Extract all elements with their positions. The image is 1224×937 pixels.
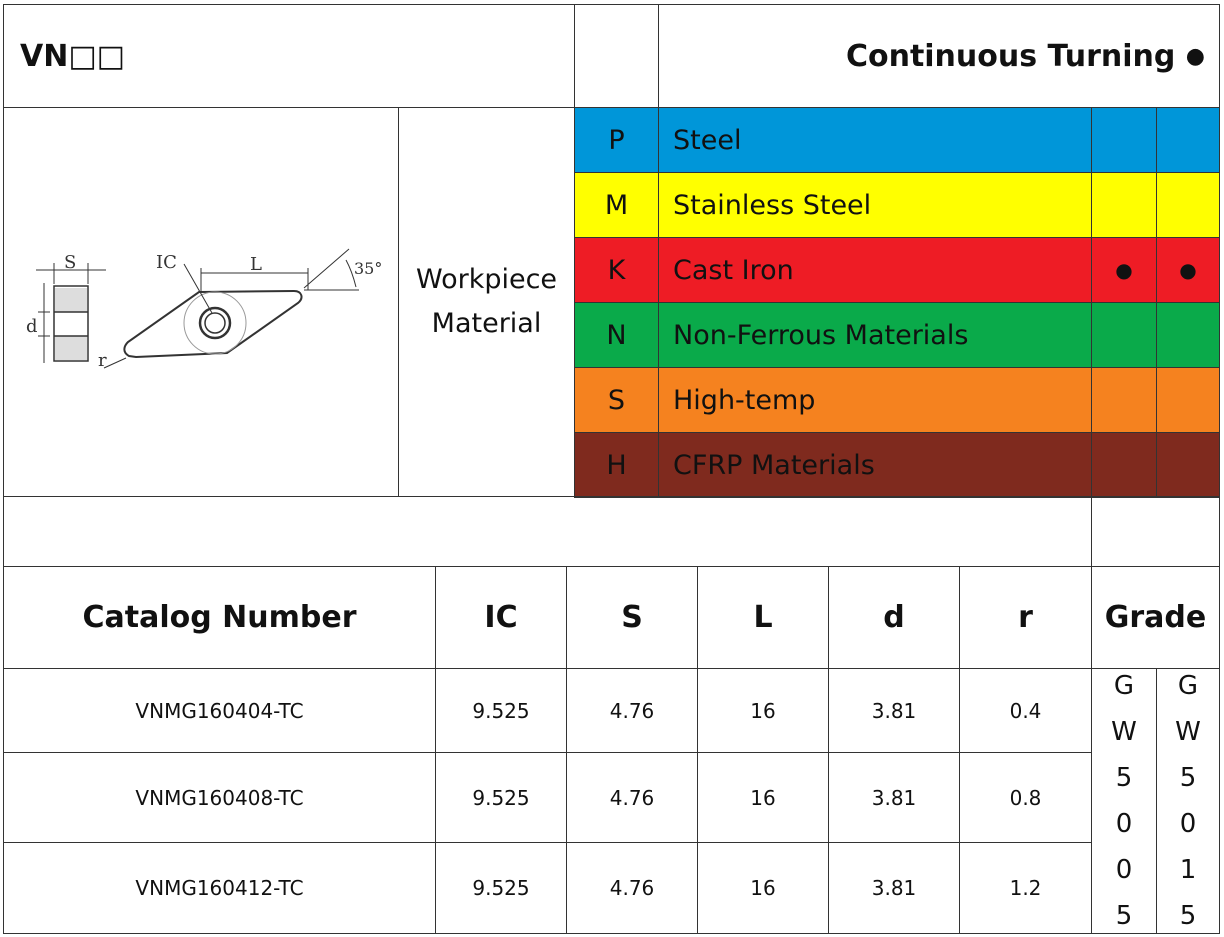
material-name: High-temp [658,367,1092,433]
cell-d: 3.81 [828,842,960,934]
cell-l: 16 [697,668,829,753]
grade-1-char: 5 [1115,901,1133,931]
cell-ic: 9.525 [435,842,567,934]
material-grade-1-mark [1091,367,1157,433]
diagram-label-r: r [98,350,107,371]
workpiece-material-label: Workpiece Material [398,107,575,497]
material-grade-2-mark: ● [1156,237,1220,303]
cell-ic: 9.525 [435,752,567,843]
material-grade-1-mark [1091,302,1157,368]
cell-s: 4.76 [566,752,698,843]
separator-row [3,496,1092,567]
material-grade-1-mark [1091,107,1157,173]
diagram-label-l: L [250,254,262,275]
material-grade-2-mark [1156,302,1220,368]
insert-drawing: S IC L 35° d r [26,248,382,371]
material-grade-2-mark [1156,107,1220,173]
cell-r: 1.2 [959,842,1092,934]
cell-d: 3.81 [828,752,960,843]
grade-column-2: G W 5 0 1 5 [1156,668,1220,934]
grade-2-char: 5 [1179,901,1197,931]
material-grade-2-mark [1156,432,1220,498]
grade-2-char: 1 [1179,855,1197,885]
cell-r: 0.4 [959,668,1092,753]
cell-l: 16 [697,752,829,843]
cell-ic: 9.525 [435,668,567,753]
header-r: r [959,566,1092,669]
grade-2-char: G [1177,671,1199,701]
material-grade-1-mark [1091,172,1157,238]
cell-s: 4.76 [566,668,698,753]
grade-2-char: W [1175,717,1201,747]
material-grade-1-mark: ● [1091,237,1157,303]
material-code: N [574,302,659,368]
grade-column-1: G W 5 0 0 5 [1091,668,1157,934]
material-grade-2-mark [1156,367,1220,433]
machining-type-label: Continuous Turning [845,38,1176,74]
workpiece-label-line1: Workpiece [415,264,558,295]
material-grade-2-mark [1156,172,1220,238]
diagram-label-angle: 35° [354,259,382,278]
workpiece-label-line2: Material [431,308,542,339]
insert-code-text: VN□□ [20,38,126,74]
grade-1-char: 5 [1115,763,1133,793]
cell-s: 4.76 [566,842,698,934]
cell-catalog: VNMG160404-TC [3,668,436,753]
material-name: Stainless Steel [658,172,1092,238]
grade-2-char: 0 [1179,809,1197,839]
cell-catalog: VNMG160412-TC [3,842,436,934]
insert-code: VN□□ [3,4,575,108]
material-code: K [574,237,659,303]
separator-grade [1091,496,1220,567]
header-spacer [574,4,659,108]
grade-1-char: G [1113,671,1135,701]
material-name: Non-Ferrous Materials [658,302,1092,368]
material-name: CFRP Materials [658,432,1092,498]
grade-2-char: 5 [1179,763,1197,793]
header-s: S [566,566,698,669]
diagram-label-s: S [64,252,76,273]
material-name: Steel [658,107,1092,173]
cell-d: 3.81 [828,668,960,753]
material-code: P [574,107,659,173]
diagram-label-ic: IC [156,252,177,273]
header-grade: Grade [1091,566,1220,669]
cell-l: 16 [697,842,829,934]
material-code: M [574,172,659,238]
cell-r: 0.8 [959,752,1092,843]
header-l: L [697,566,829,669]
header-ic: IC [435,566,567,669]
cell-catalog: VNMG160408-TC [3,752,436,843]
material-code: S [574,367,659,433]
machining-type: Continuous Turning ● [658,4,1220,108]
header-catalog-number: Catalog Number [3,566,436,669]
grade-1-char: W [1111,717,1137,747]
grade-1-char: 0 [1115,855,1133,885]
header-d: d [828,566,960,669]
insert-diagram: S IC L 35° d r [3,107,399,497]
grade-1-char: 0 [1115,809,1133,839]
material-code: H [574,432,659,498]
material-grade-1-mark [1091,432,1157,498]
diagram-label-d: d [26,316,38,337]
material-name: Cast Iron [658,237,1092,303]
machining-marker: ● [1185,43,1205,69]
